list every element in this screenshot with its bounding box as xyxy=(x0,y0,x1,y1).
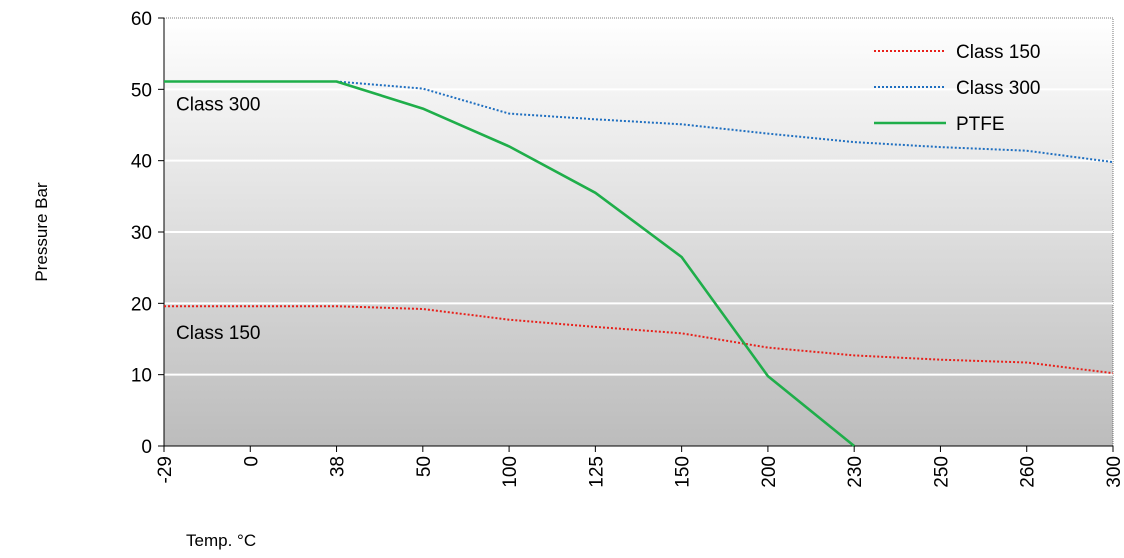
x-tick-label: 200 xyxy=(759,456,780,488)
legend-label: Class 150 xyxy=(956,42,1041,63)
x-tick-label: 38 xyxy=(328,456,349,477)
x-tick-label: 250 xyxy=(931,456,952,488)
legend-label: Class 300 xyxy=(956,78,1041,99)
x-axis-title: Temp. °C xyxy=(186,531,256,550)
x-tick-label: 230 xyxy=(845,456,866,488)
legend-label: PTFE xyxy=(956,114,1005,135)
x-tick-label: 100 xyxy=(500,456,521,488)
series-line-class-300 xyxy=(164,80,1114,164)
x-tick-label: 300 xyxy=(1104,456,1124,488)
x-tick-label: 125 xyxy=(586,456,607,488)
series-line-class-150 xyxy=(164,305,1114,375)
annotation-label: Class 150 xyxy=(176,323,261,344)
x-tick-label: 150 xyxy=(673,456,694,488)
y-tick-label: 60 xyxy=(131,9,152,30)
annotation-label: Class 300 xyxy=(176,95,261,116)
x-tick-label: 260 xyxy=(1018,456,1039,488)
y-tick-label: 50 xyxy=(131,80,152,101)
y-tick-label: 0 xyxy=(141,437,152,458)
x-tick-label: 50 xyxy=(414,456,435,477)
series-line-ptfe xyxy=(164,80,856,448)
x-tick-label: 0 xyxy=(241,456,262,467)
y-tick-label: 20 xyxy=(131,294,152,315)
y-tick-label: 10 xyxy=(131,366,152,387)
y-tick-label: 30 xyxy=(131,223,152,244)
y-tick-label: 40 xyxy=(131,152,152,173)
x-tick-label: -29 xyxy=(155,456,176,483)
y-axis-title: Pressure Bar xyxy=(32,182,51,282)
